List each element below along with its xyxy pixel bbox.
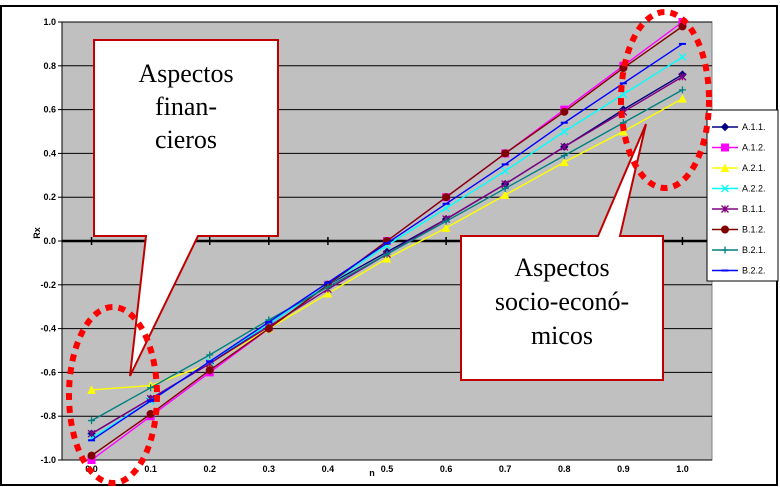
callout-socioeconomicos-shape: [460, 123, 664, 381]
data-point: [206, 351, 214, 359]
data-point: [264, 324, 273, 333]
legend-swatch-marker: [721, 225, 729, 234]
data-point: [87, 429, 96, 438]
legend-swatch-marker: [721, 184, 729, 193]
callout-socioeconomicos: Aspectos socio-econó- micos: [460, 123, 664, 381]
y-tick-label-10: 1.0: [43, 17, 56, 27]
highlight-ellipse-right: [618, 9, 712, 191]
y-tick-label-5: 0.0: [43, 236, 56, 246]
data-point: [619, 90, 628, 99]
legend-label: A.1.2.: [742, 143, 766, 153]
legend-box: [706, 109, 779, 282]
data-point: [87, 385, 96, 394]
data-point: [442, 217, 450, 225]
callout-financieros-line-1: Aspectos: [138, 59, 233, 88]
series-lines: [87, 18, 687, 464]
callout-socioeconomicos-line-1: Aspectos: [514, 253, 609, 282]
series-B-2-2: [88, 42, 686, 442]
legend-item: B.1.1.: [712, 204, 766, 214]
x-tick-label-7: 0.7: [499, 464, 512, 474]
data-point: [501, 149, 510, 158]
legend-item: A.1.2.: [712, 143, 766, 153]
x-tick-label-1: 0.1: [144, 464, 157, 474]
legend-label: A.2.2.: [742, 184, 766, 194]
x-tick-label-9: 0.9: [617, 464, 630, 474]
legend-item: B.2.1.: [712, 245, 766, 255]
legend-item: A.2.2.: [712, 184, 766, 194]
y-tick-label-9: 0.8: [43, 61, 56, 71]
data-point: [205, 366, 214, 375]
y-tick-label-1: -0.8: [40, 411, 56, 421]
data-point: [678, 86, 686, 94]
data-point: [678, 94, 687, 103]
data-point: [559, 157, 569, 167]
callout-financieros-shape: [93, 39, 279, 377]
y-axis-title: Rx: [32, 227, 42, 239]
legend-item: A.2.1.: [712, 163, 766, 173]
legend-swatch-marker: [720, 122, 730, 132]
data-point: [560, 127, 569, 136]
x-tick-label-5: 0.5: [381, 464, 394, 474]
y-tick-label-2: -0.6: [40, 367, 56, 377]
data-point: [323, 288, 333, 298]
y-tick-label-4: -0.2: [40, 280, 56, 290]
x-tick-label-6: 0.6: [440, 464, 453, 474]
data-point: [501, 166, 510, 175]
data-point: [442, 193, 451, 202]
data-point: [560, 107, 569, 116]
legend-swatch-marker: [721, 246, 729, 254]
series-B-2-1: [88, 86, 686, 425]
data-point: [88, 417, 96, 425]
data-point: [382, 253, 392, 263]
x-axis-title: n: [369, 468, 375, 478]
x-tick-label-3: 0.3: [263, 464, 276, 474]
legend-label: A.1.1.: [742, 122, 766, 132]
callout-socioeconomicos-line-3: micos: [531, 321, 593, 350]
data-point: [501, 184, 509, 192]
data-point: [500, 190, 510, 200]
legend-label: B.2.2.: [742, 266, 766, 276]
data-point: [678, 53, 687, 61]
y-tick-label-7: 0.4: [43, 148, 56, 158]
x-tick-label-10: 1.0: [676, 464, 689, 474]
callout-financieros-line-3: cieros: [155, 125, 217, 154]
data-point: [324, 283, 332, 291]
legend-label: A.2.1.: [742, 163, 766, 173]
legend-item: A.1.1.: [712, 122, 766, 132]
legend-label: B.1.1.: [742, 204, 766, 214]
legend-swatch-marker: [721, 143, 729, 152]
legend-swatch-marker: [720, 163, 730, 172]
data-point: [560, 142, 569, 151]
data-point: [619, 126, 628, 136]
legend-label: B.2.1.: [742, 245, 766, 255]
legend-item: B.1.2.: [712, 225, 766, 235]
data-point: [441, 223, 451, 232]
legend-swatch-marker: [721, 205, 729, 213]
callout-financieros: Aspectos finan- cieros: [93, 39, 279, 377]
data-point: [560, 152, 568, 160]
data-point: [87, 451, 96, 460]
y-tick-label-8: 0.6: [43, 105, 56, 115]
callout-financieros-line-2: finan-: [155, 92, 217, 121]
highlight-ellipse-left: [66, 304, 160, 486]
callout-socioeconomicos-line-2: socio-econó-: [495, 287, 629, 316]
y-tick-label-0: -1.0: [40, 455, 56, 465]
data-point: [147, 384, 155, 392]
x-tick-label-8: 0.8: [558, 464, 571, 474]
legend-item: B.2.2.: [712, 266, 766, 276]
data-point: [383, 250, 391, 258]
legend-label: B.1.2.: [742, 225, 766, 235]
legend: A.1.1. A.1.2. A.2.1. A.2.2. B.1.1. B.1.2. B.2.…: [706, 109, 779, 282]
y-tick-label-6: 0.2: [43, 192, 56, 202]
x-tick-label-2: 0.2: [203, 464, 216, 474]
data-point: [678, 72, 687, 81]
y-tick-label-3: -0.4: [40, 324, 56, 334]
x-tick-label-4: 0.4: [322, 464, 335, 474]
tick-labels: -1.0 -0.8 -0.6 -0.4 -0.2 0.0 0.2 0.4 0.6 0.8 1.0 0.…: [40, 17, 688, 474]
